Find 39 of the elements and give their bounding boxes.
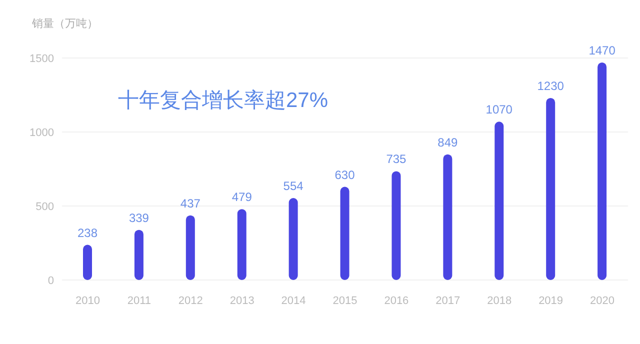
bar bbox=[494, 122, 504, 280]
bar bbox=[598, 62, 607, 280]
data-label: 437 bbox=[180, 196, 201, 210]
x-tick-label: 2012 bbox=[178, 294, 203, 307]
x-tick-label: 2011 bbox=[127, 294, 152, 307]
x-tick-label: 2015 bbox=[332, 294, 358, 307]
data-label: 849 bbox=[438, 135, 458, 150]
x-tick-label: 2016 bbox=[384, 294, 409, 307]
y-axis-title: 销量（万吨） bbox=[32, 17, 98, 31]
y-tick-label: 0 bbox=[48, 274, 54, 287]
bar bbox=[443, 154, 452, 280]
x-tick-label: 2014 bbox=[281, 294, 306, 307]
bar bbox=[186, 215, 195, 280]
x-tick-label: 2013 bbox=[230, 294, 254, 307]
data-label: 339 bbox=[128, 210, 150, 225]
data-label: 1070 bbox=[486, 102, 513, 117]
y-tick-label: 500 bbox=[36, 200, 54, 213]
x-tick-label: 2018 bbox=[487, 294, 512, 307]
x-tick-label: 2019 bbox=[538, 294, 564, 307]
bar bbox=[546, 98, 556, 280]
bar bbox=[83, 244, 92, 280]
x-tick-label: 2010 bbox=[75, 294, 100, 307]
data-label: 735 bbox=[386, 152, 407, 166]
data-label: 554 bbox=[283, 179, 304, 194]
data-label: 479 bbox=[232, 190, 252, 204]
data-label: 238 bbox=[77, 226, 98, 240]
bar bbox=[237, 209, 246, 280]
y-tick-label: 1000 bbox=[30, 126, 54, 139]
bar bbox=[392, 171, 401, 280]
data-label: 1230 bbox=[537, 78, 564, 93]
bar bbox=[340, 186, 350, 280]
x-tick-label: 2020 bbox=[590, 294, 615, 307]
y-tick-label: 1500 bbox=[30, 52, 54, 65]
data-label: 1470 bbox=[588, 43, 616, 58]
bar bbox=[288, 198, 298, 280]
x-tick-label: 2017 bbox=[436, 294, 460, 307]
data-label: 630 bbox=[334, 168, 356, 182]
bar bbox=[134, 230, 144, 280]
annotation: 十年复合增长率超27% bbox=[118, 88, 328, 114]
